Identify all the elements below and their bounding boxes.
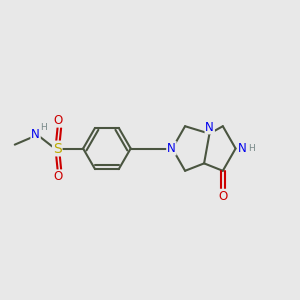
Text: O: O <box>53 114 62 127</box>
Text: H: H <box>248 144 254 153</box>
Text: S: S <box>53 142 62 155</box>
Text: N: N <box>167 142 176 155</box>
Text: H: H <box>40 123 47 132</box>
Text: O: O <box>53 170 62 183</box>
Text: O: O <box>218 190 227 202</box>
Text: N: N <box>238 142 247 155</box>
Text: N: N <box>31 128 40 141</box>
Text: N: N <box>206 121 214 134</box>
